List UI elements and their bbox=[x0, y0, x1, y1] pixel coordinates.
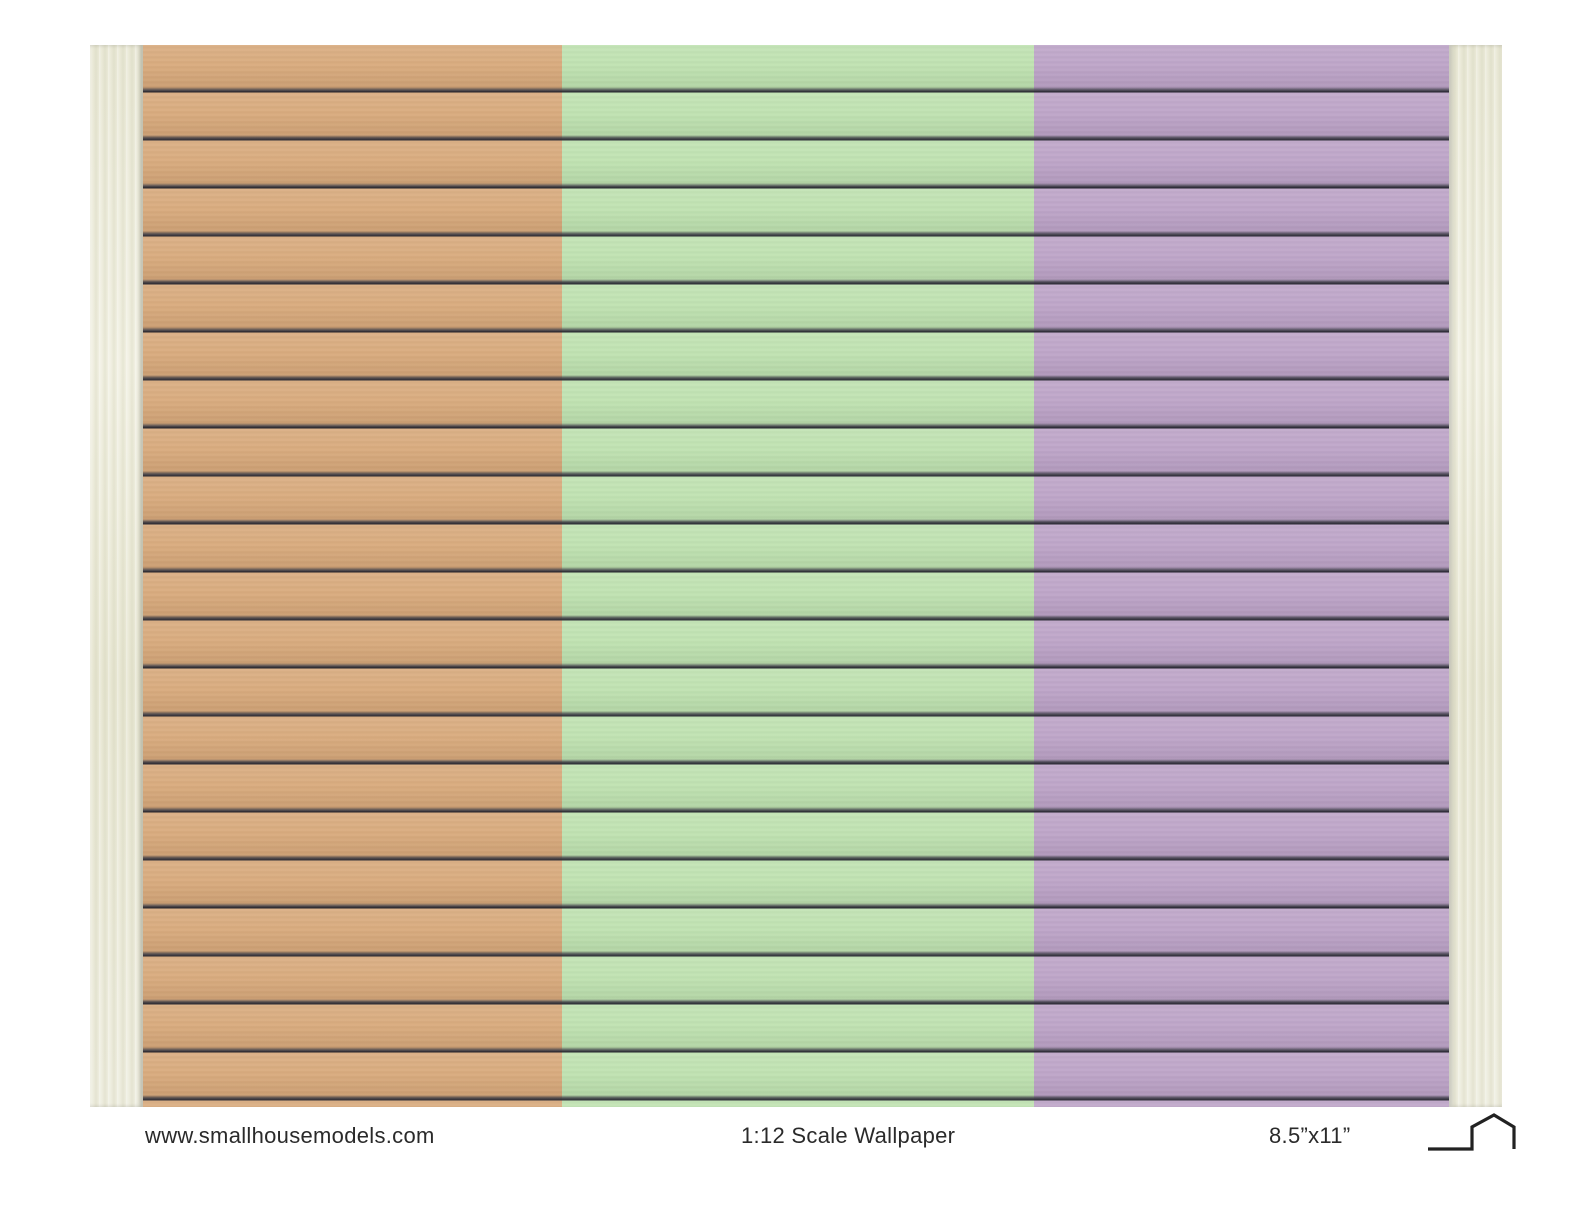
siding-panel-green bbox=[562, 45, 1034, 1107]
siding-panel-tan bbox=[143, 45, 562, 1107]
footer-website: www.smallhousemodels.com bbox=[145, 1123, 435, 1148]
right-trim-board bbox=[1449, 45, 1502, 1107]
siding-panels bbox=[143, 45, 1449, 1107]
footer-title: 1:12 Scale Wallpaper bbox=[741, 1123, 956, 1148]
footer-paper-size: 8.5”x11” bbox=[1269, 1123, 1351, 1148]
house-outline-icon bbox=[1428, 1113, 1516, 1151]
siding-panel-purple bbox=[1034, 45, 1449, 1107]
left-trim-board bbox=[90, 45, 143, 1107]
wallpaper-sheet bbox=[90, 45, 1502, 1107]
